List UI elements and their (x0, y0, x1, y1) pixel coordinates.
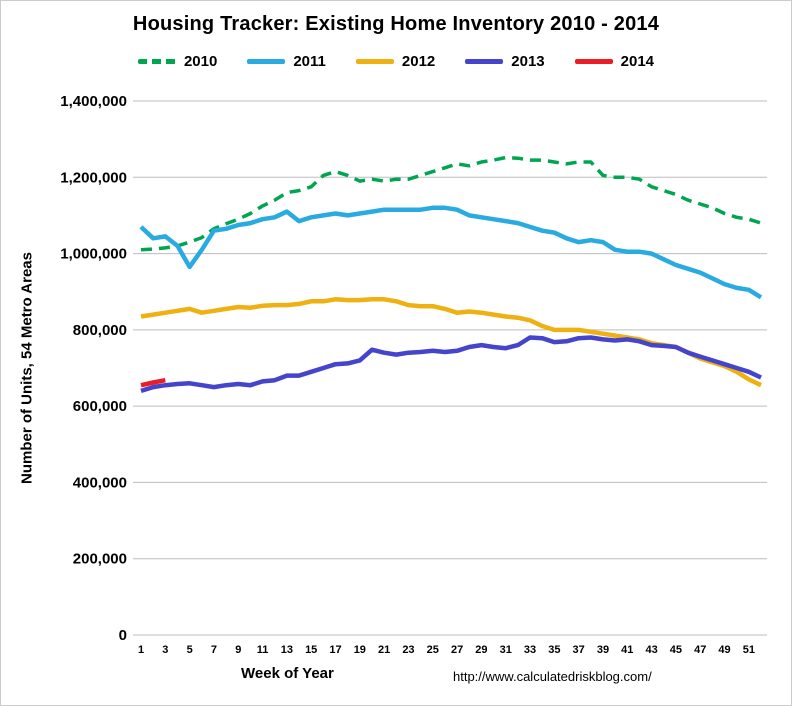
legend-item-2014: 2014 (574, 53, 655, 70)
legend-item-2011: 2011 (247, 53, 326, 70)
x-tick-label: 23 (402, 644, 414, 656)
x-tick-label: 31 (500, 644, 512, 656)
y-tick-label: 600,000 (73, 398, 127, 415)
legend-swatch-2013 (465, 59, 504, 64)
x-tick-label: 1 (138, 644, 144, 656)
x-tick-label: 33 (524, 644, 536, 656)
x-tick-label: 43 (645, 644, 657, 656)
series-line-2010 (140, 155, 762, 252)
legend-item-2013: 2013 (465, 53, 545, 70)
x-tick-label: 21 (378, 644, 390, 656)
x-tick-label: 49 (718, 644, 730, 656)
legend-label-2013: 2013 (511, 53, 545, 70)
x-tick-label: 19 (354, 644, 366, 656)
x-tick-label: 11 (257, 644, 269, 656)
source-url: http://www.calculatedriskblog.com/ (453, 669, 652, 684)
y-tick-label: 1,200,000 (60, 169, 127, 186)
x-tick-label: 5 (187, 644, 193, 656)
legend-label-2011: 2011 (293, 53, 326, 70)
legend-swatch-2011 (247, 59, 286, 64)
series-line-2014 (140, 377, 166, 388)
x-tick-label: 7 (211, 644, 217, 656)
x-tick-label: 27 (451, 644, 463, 656)
chart-title: Housing Tracker: Existing Home Inventory… (132, 13, 660, 35)
series-line-2013 (140, 335, 762, 394)
legend-item-2010: 2010 (137, 53, 218, 70)
series-line-2012 (140, 297, 762, 388)
y-tick-label: 200,000 (73, 551, 127, 568)
x-tick-label: 51 (743, 644, 755, 656)
x-tick-label: 39 (597, 644, 609, 656)
x-tick-label: 25 (427, 644, 439, 656)
x-tick-label: 17 (329, 644, 341, 656)
x-tick-label: 29 (475, 644, 487, 656)
x-tick-label: 45 (670, 644, 682, 656)
legend-label-2012: 2012 (401, 53, 436, 70)
x-tick-label: 13 (281, 644, 293, 656)
y-tick-label: 1,400,000 (60, 93, 127, 110)
x-tick-label: 35 (548, 644, 560, 656)
legend-swatch-2010 (137, 59, 176, 64)
x-tick-label: 47 (694, 644, 706, 656)
x-tick-label: 9 (235, 644, 241, 656)
y-tick-label: 800,000 (73, 322, 127, 339)
legend-label-2014: 2014 (620, 53, 655, 70)
x-tick-label: 37 (573, 644, 585, 656)
y-tick-label: 1,000,000 (60, 246, 127, 263)
series-line-2011 (139, 205, 763, 300)
legend-swatch-2012 (355, 59, 394, 64)
y-tick-label: 400,000 (73, 474, 127, 491)
x-axis-label: Week of Year (241, 665, 334, 682)
legend: 2010 2011 2012 2013 2014 (1, 53, 791, 70)
y-tick-label: 0 (119, 627, 127, 644)
legend-item-2012: 2012 (355, 53, 436, 70)
x-tick-label: 15 (305, 644, 317, 656)
x-tick-label: 3 (162, 644, 168, 656)
x-tick-label: 41 (621, 644, 633, 656)
legend-label-2010: 2010 (183, 53, 218, 70)
legend-swatch-2014 (574, 59, 613, 64)
